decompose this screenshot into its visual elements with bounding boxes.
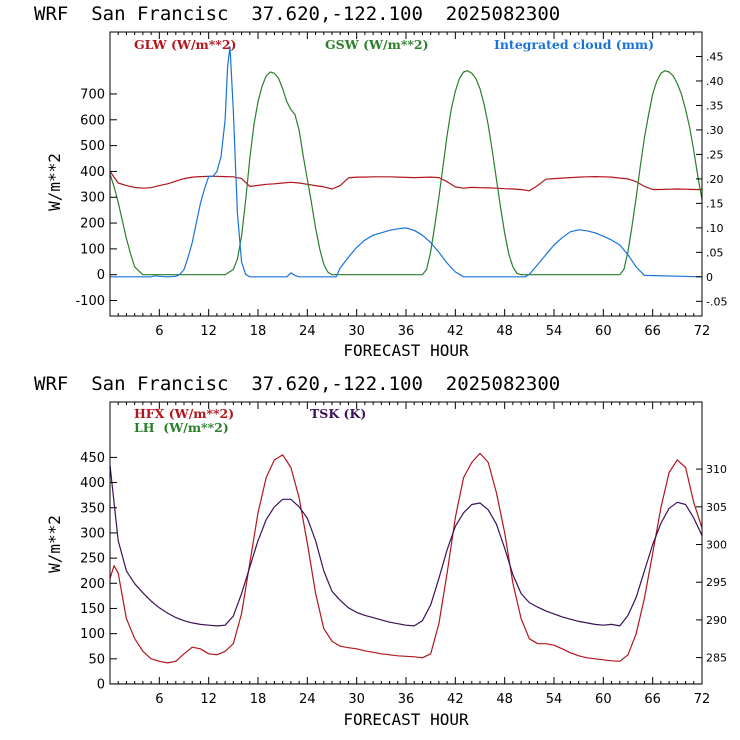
panel-radiation: WRF San Francisc 37.620,-122.100 2025082… bbox=[34, 3, 727, 360]
x-tick-label: 6 bbox=[155, 692, 163, 707]
x-axis: 6 12 18 24 30 36 42 48 54 60 66 72 bbox=[117, 402, 711, 707]
x-tick-label: 66 bbox=[644, 692, 661, 707]
y2-tick-label: 300 bbox=[706, 539, 727, 552]
y-tick-label: 400 bbox=[80, 476, 105, 491]
y-tick-label: 200 bbox=[80, 577, 105, 592]
plot-frame bbox=[109, 401, 703, 685]
legend-entry-tsk: TSK (K) bbox=[310, 406, 366, 421]
x-axis: 6 12 18 24 30 36 42 48 54 60 66 72 bbox=[117, 32, 711, 339]
y-tick-label: 200 bbox=[80, 217, 105, 232]
y-tick-label: 100 bbox=[80, 242, 105, 257]
y-axis: -100 0 100 200 300 400 500 600 700 bbox=[75, 87, 117, 309]
y-tick-label: 500 bbox=[80, 139, 105, 154]
y-axis-label: W/m**2 bbox=[45, 153, 64, 211]
y2-tick-label: .05 bbox=[706, 246, 724, 259]
x-tick-label: 54 bbox=[546, 692, 563, 707]
plot-frame bbox=[109, 31, 703, 317]
y2-tick-label: .10 bbox=[706, 222, 724, 235]
x-tick-label: 30 bbox=[348, 324, 365, 339]
x-tick-label: 48 bbox=[496, 324, 513, 339]
y2-tick-label: .35 bbox=[706, 99, 724, 112]
legend-entry-gsw: GSW (W/m**2) bbox=[325, 37, 429, 52]
series-line-2 bbox=[110, 465, 702, 627]
x-tick-label: 30 bbox=[348, 692, 365, 707]
y-tick-label: 100 bbox=[80, 627, 105, 642]
y-tick-label: 600 bbox=[80, 113, 105, 128]
y-tick-label: 700 bbox=[80, 87, 105, 102]
y-tick-label: 250 bbox=[80, 552, 105, 567]
y-tick-label: -100 bbox=[75, 294, 105, 309]
series-line-0 bbox=[110, 171, 702, 192]
x-tick-label: 66 bbox=[644, 324, 661, 339]
y2-tick-label: 310 bbox=[706, 463, 727, 476]
series-line-1 bbox=[110, 70, 702, 276]
y-axis-label: W/m**2 bbox=[45, 515, 64, 573]
x-tick-label: 6 bbox=[155, 324, 163, 339]
x-tick-label: 24 bbox=[299, 324, 316, 339]
x-tick-label: 36 bbox=[398, 324, 415, 339]
x-tick-label: 42 bbox=[447, 324, 464, 339]
x-tick-label: 12 bbox=[200, 692, 217, 707]
y-tick-label: 350 bbox=[80, 501, 105, 516]
x-tick-label: 60 bbox=[595, 324, 612, 339]
x-tick-label: 12 bbox=[200, 324, 217, 339]
plot-area bbox=[110, 452, 702, 684]
x-tick-label: 24 bbox=[299, 692, 316, 707]
x-tick-label: 72 bbox=[694, 692, 711, 707]
x-tick-label: 42 bbox=[447, 692, 464, 707]
legend-entry-lh: LH (W/m**2) bbox=[134, 420, 229, 435]
y-tick-label: 0 bbox=[97, 678, 105, 693]
x-tick-label: 18 bbox=[250, 324, 267, 339]
y2-tick-label: .30 bbox=[706, 124, 724, 137]
x-tick-label: 36 bbox=[398, 692, 415, 707]
y2-axis: 285 290 295 300 305 310 bbox=[696, 463, 727, 665]
y-tick-label: 150 bbox=[80, 602, 105, 617]
panel-title: WRF San Francisc 37.620,-122.100 2025082… bbox=[34, 3, 560, 25]
y2-tick-label: 305 bbox=[706, 501, 727, 514]
x-tick-label: 72 bbox=[694, 324, 711, 339]
x-tick-label: 18 bbox=[250, 692, 267, 707]
y2-tick-label: 290 bbox=[706, 614, 727, 627]
y2-tick-label: .20 bbox=[706, 173, 724, 186]
x-tick-label: 54 bbox=[546, 324, 563, 339]
y2-tick-label: .40 bbox=[706, 75, 724, 88]
y-tick-label: 450 bbox=[80, 451, 105, 466]
y-tick-label: 300 bbox=[80, 191, 105, 206]
y2-tick-label: 295 bbox=[706, 576, 727, 589]
x-tick-label: 48 bbox=[496, 692, 513, 707]
y2-tick-label: .45 bbox=[706, 50, 724, 63]
plot-area bbox=[110, 46, 702, 278]
y2-tick-label: 285 bbox=[706, 652, 727, 665]
series-line-2 bbox=[110, 46, 702, 278]
y-tick-label: 300 bbox=[80, 526, 105, 541]
x-axis-label: FORECAST HOUR bbox=[343, 710, 469, 729]
y2-tick-label: .15 bbox=[706, 197, 724, 210]
y-tick-label: 0 bbox=[97, 268, 105, 283]
legend-entry-glw: GLW (W/m**2) bbox=[134, 37, 236, 52]
x-axis-label: FORECAST HOUR bbox=[343, 341, 469, 360]
legend-entry-cloud: Integrated cloud (mm) bbox=[494, 37, 654, 52]
y2-tick-label: -.05 bbox=[706, 295, 727, 308]
y-tick-label: 50 bbox=[88, 652, 105, 667]
y2-tick-label: 0 bbox=[706, 271, 713, 284]
series-line-0 bbox=[110, 452, 702, 664]
y2-axis: -.05 0 .05 .10 .15 .20 .25 .30 .35 .40 .45 bbox=[696, 50, 727, 308]
y-axis: 0 50 100 150 200 250 300 350 400 450 bbox=[80, 451, 117, 693]
y-tick-label: 400 bbox=[80, 165, 105, 180]
y2-tick-label: .25 bbox=[706, 148, 724, 161]
x-tick-label: 60 bbox=[595, 692, 612, 707]
legend-entry-hfx: HFX (W/m**2) bbox=[134, 406, 234, 421]
panel-surface-fluxes: WRF San Francisc 37.620,-122.100 2025082… bbox=[34, 373, 727, 729]
panel-title: WRF San Francisc 37.620,-122.100 2025082… bbox=[34, 373, 560, 395]
